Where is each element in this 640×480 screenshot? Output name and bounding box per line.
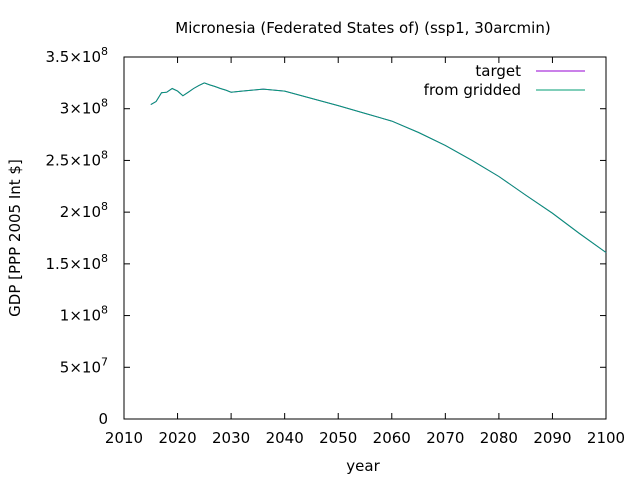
legend-label: target <box>475 62 521 80</box>
x-tick-label: 2040 <box>266 429 304 447</box>
y-tick-label: 2×108 <box>60 200 108 221</box>
x-axis-ticks: 2010 2020 2030 2040 2050 2060 2070 2080 2090 2100 <box>105 57 625 447</box>
series-line-target <box>150 82 607 253</box>
y-tick-mantissa: 3×10 <box>60 100 101 118</box>
y-tick-exponent: 8 <box>101 252 108 265</box>
y-tick-label: 5×107 <box>60 355 108 376</box>
series-layer <box>150 82 607 253</box>
x-tick-label: 2050 <box>319 429 357 447</box>
y-tick-mantissa: 1×10 <box>60 307 101 325</box>
y-tick-exponent: 8 <box>101 45 108 58</box>
y-axis-label: GDP [PPP 2005 Int $] <box>6 159 24 317</box>
y-tick-exponent: 8 <box>101 97 108 110</box>
chart-title: Micronesia (Federated States of) (ssp1, … <box>175 19 550 37</box>
y-tick-label: 3×108 <box>60 97 108 118</box>
y-tick-exponent: 8 <box>101 304 108 317</box>
x-tick-label: 2090 <box>533 429 571 447</box>
series-line-from-gridded <box>150 82 607 253</box>
x-tick-label: 2070 <box>426 429 464 447</box>
x-tick-label: 2020 <box>158 429 196 447</box>
y-tick-mantissa: 2.5×10 <box>45 151 101 169</box>
y-tick-label: 1.5×108 <box>45 252 108 273</box>
y-tick-mantissa: 3.5×10 <box>45 48 101 66</box>
x-tick-label: 2100 <box>587 429 625 447</box>
y-axis-ticks: 05×1071×1081.5×1082×1082.5×1083×1083.5×1… <box>45 45 606 428</box>
y-tick-label: 3.5×108 <box>45 45 108 66</box>
y-tick-label: 2.5×108 <box>45 148 108 169</box>
y-tick-label: 1×108 <box>60 304 108 325</box>
y-tick-mantissa: 0 <box>98 410 108 428</box>
x-tick-label: 2030 <box>212 429 250 447</box>
legend-label: from gridded <box>424 81 521 99</box>
y-tick-mantissa: 1.5×10 <box>45 255 101 273</box>
plot-area-border <box>123 56 607 420</box>
x-axis-label: year <box>346 457 380 475</box>
x-tick-label: 2010 <box>105 429 143 447</box>
y-tick-exponent: 8 <box>101 200 108 213</box>
x-tick-label: 2060 <box>373 429 411 447</box>
y-tick-mantissa: 5×10 <box>60 358 101 376</box>
y-tick-mantissa: 2×10 <box>60 203 101 221</box>
y-tick-label: 0 <box>98 410 108 428</box>
x-tick-label: 2080 <box>480 429 518 447</box>
y-tick-exponent: 7 <box>101 355 108 368</box>
y-tick-exponent: 8 <box>101 148 108 161</box>
